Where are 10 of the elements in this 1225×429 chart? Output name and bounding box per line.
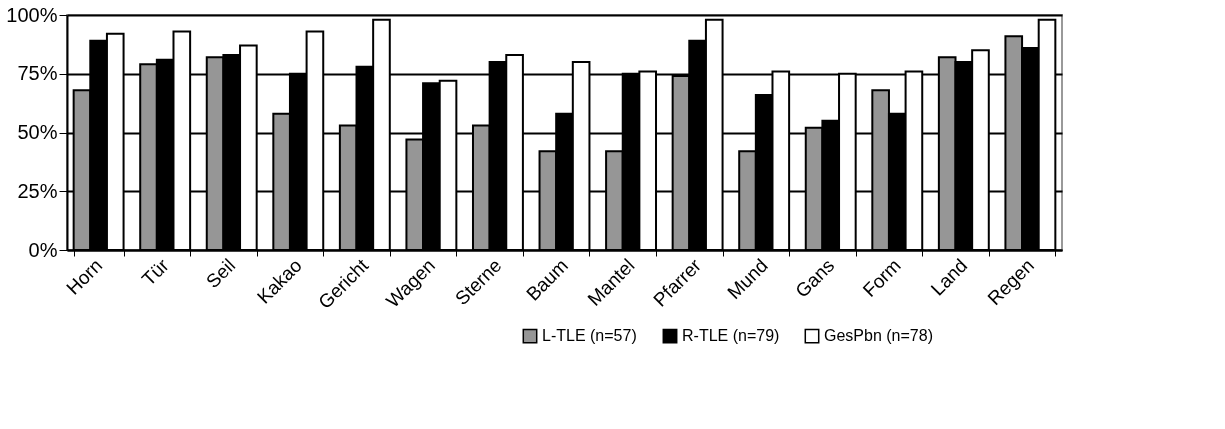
y-tick-label: 25% (17, 179, 58, 202)
x-tick-label: Seil (202, 254, 240, 292)
y-tick-label: 0% (28, 238, 58, 261)
y-tick-label: 75% (17, 62, 58, 85)
y-tick-label: 100% (6, 3, 58, 26)
legend-label: GesPbn (n=78) (824, 327, 933, 345)
y-tick-label: 50% (17, 121, 58, 143)
legend-label: R-TLE (n=79) (682, 327, 780, 345)
legend-label: L-TLE (n=57) (542, 327, 637, 345)
x-tick-label: Tür (137, 254, 174, 290)
